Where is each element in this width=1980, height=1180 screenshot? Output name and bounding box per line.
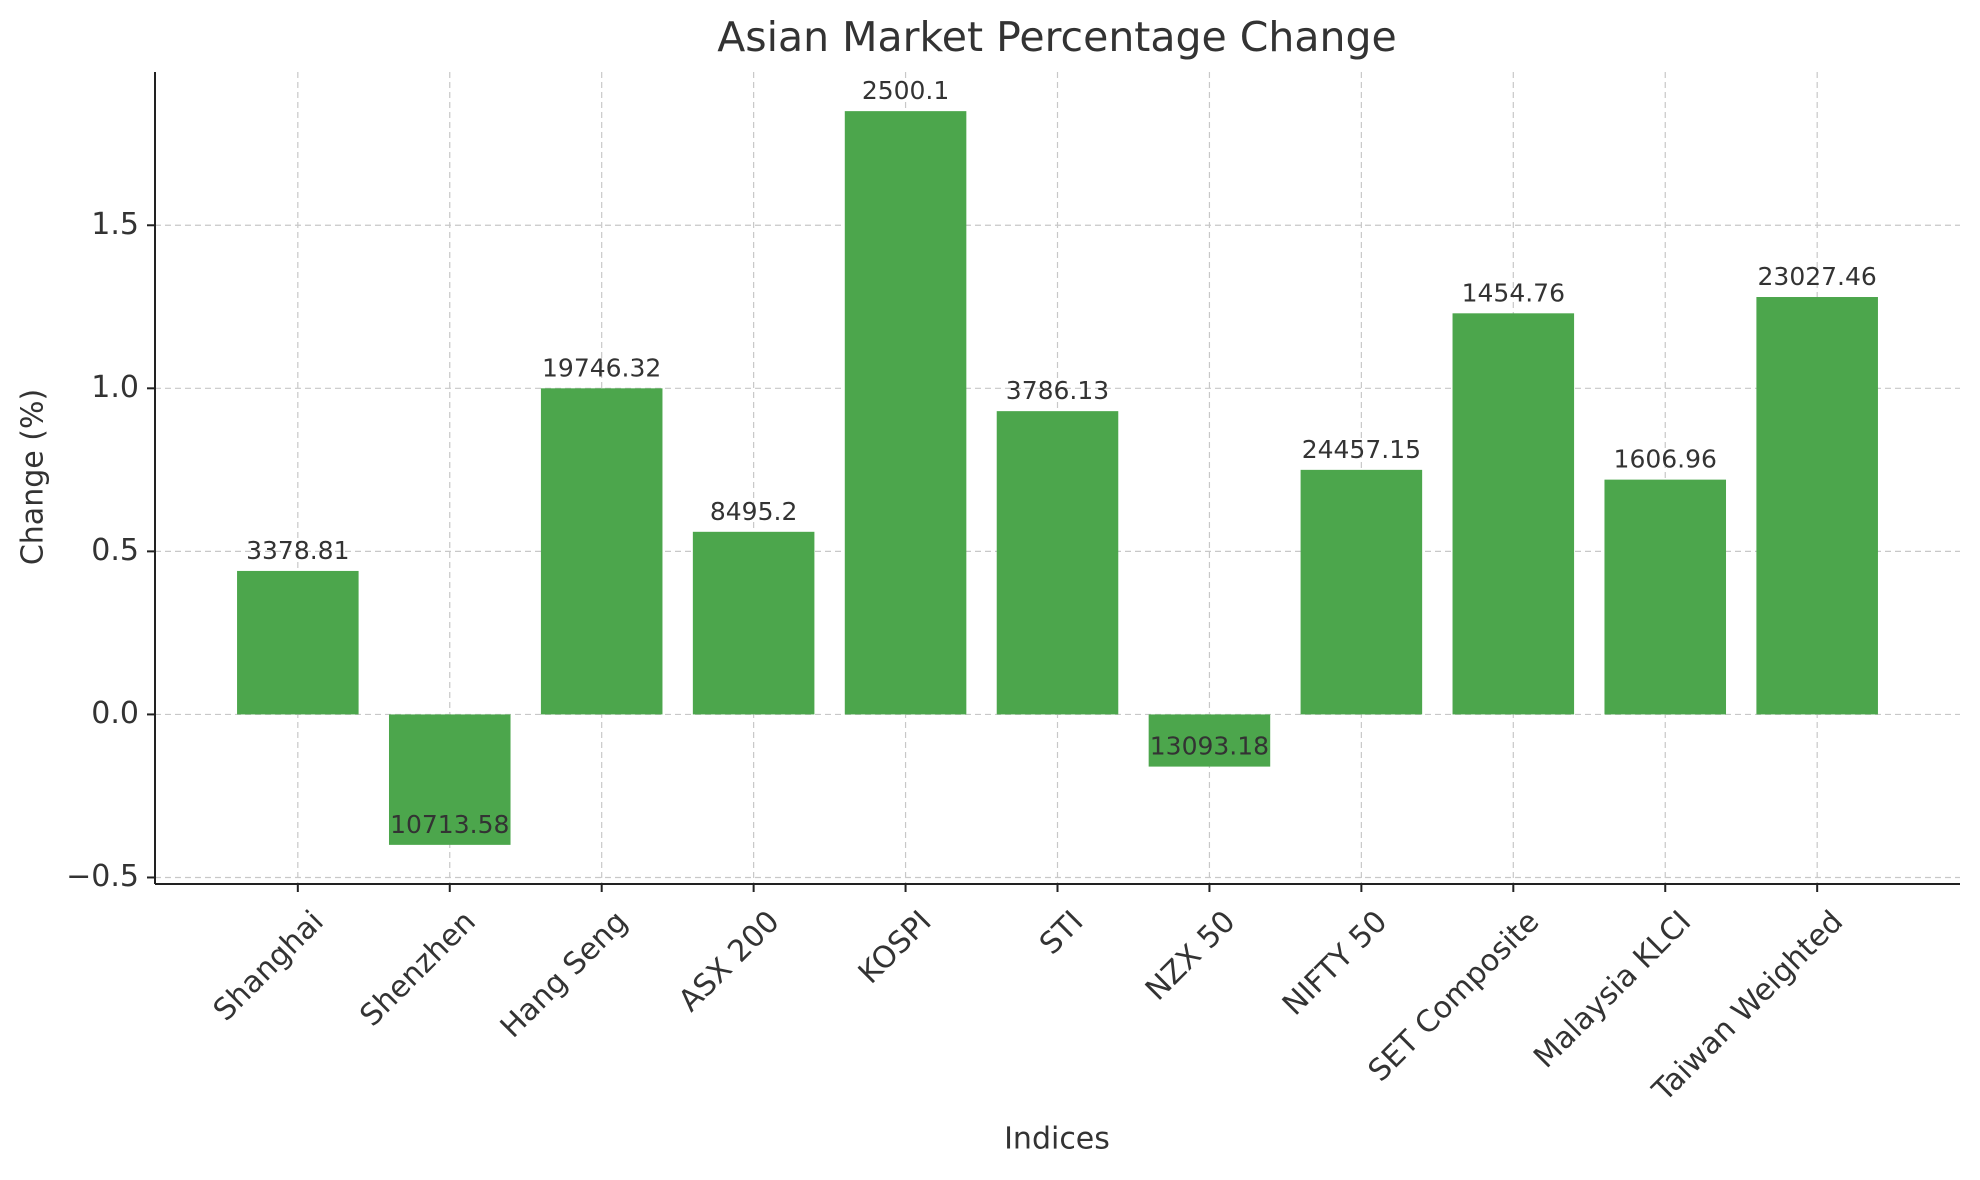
bar: [237, 570, 359, 715]
bar: [996, 411, 1119, 715]
value-label: 24457.15: [1302, 435, 1421, 464]
value-label: 1606.96: [1614, 445, 1717, 474]
bar: [1300, 469, 1423, 715]
bar: [388, 714, 511, 845]
bar: [1756, 297, 1878, 715]
chart-title: Asian Market Percentage Change: [717, 13, 1397, 61]
x-axis-label: Indices: [1004, 1122, 1110, 1157]
bar: [1604, 479, 1727, 715]
value-label: 3378.81: [246, 536, 349, 565]
value-label: 13093.18: [1150, 732, 1269, 761]
bar: [540, 388, 663, 715]
x-tick-label: Shenzhen: [353, 904, 482, 1033]
y-tick-label: 0.0: [91, 696, 139, 731]
y-tick-label: 1.0: [91, 370, 139, 405]
bar: [1452, 313, 1575, 715]
value-label: 10713.58: [390, 810, 509, 839]
x-tick-label: Hang Seng: [494, 904, 635, 1045]
value-label: 1454.76: [1462, 278, 1565, 307]
x-tick-label: ASX 200: [672, 904, 786, 1018]
x-tick-label: KOSPI: [852, 904, 939, 991]
bar: [844, 111, 967, 715]
y-tick-label: −0.5: [66, 859, 139, 894]
x-tick-label: NIFTY 50: [1276, 904, 1394, 1022]
x-tick-label: STI: [1033, 904, 1090, 961]
x-tick-label: Malaysia KLCI: [1527, 904, 1698, 1075]
y-tick-label: 1.5: [91, 207, 139, 242]
value-label: 23027.46: [1758, 262, 1877, 291]
value-label: 8495.2: [710, 497, 797, 526]
value-label: 2500.1: [862, 76, 949, 105]
x-tick-label: Shanghai: [207, 904, 331, 1028]
x-tick-label: NZX 50: [1139, 904, 1242, 1007]
bar: [692, 531, 815, 715]
y-tick-label: 0.5: [91, 533, 139, 568]
value-label: 19746.32: [542, 353, 661, 382]
value-label: 3786.13: [1006, 376, 1109, 405]
y-axis-label: Change (%): [16, 389, 51, 565]
bar: [1148, 714, 1271, 767]
